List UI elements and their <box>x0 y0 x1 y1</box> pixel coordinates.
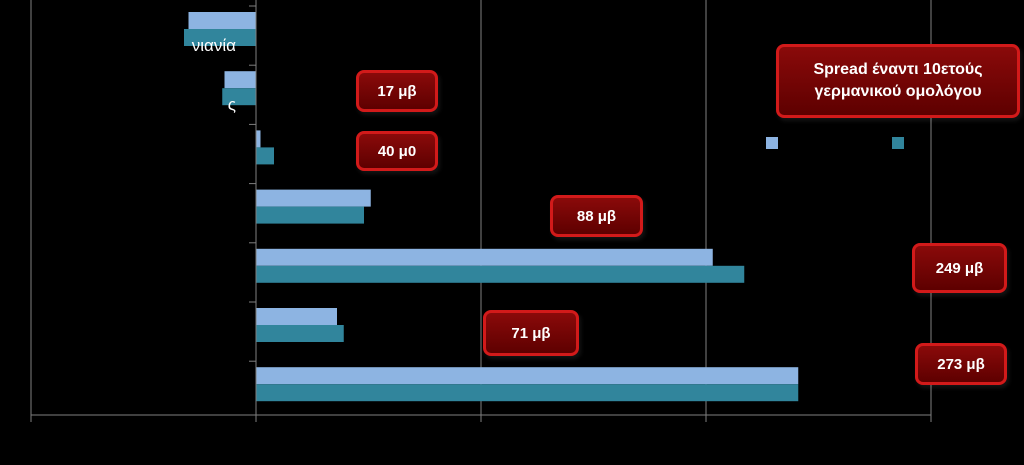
bar-s1-c2 <box>224 71 256 89</box>
spread-label-6: 273 μβ <box>915 343 1007 385</box>
spread-label-2: 40 μ0 <box>356 131 438 171</box>
category-label-1: νιανία <box>192 36 236 55</box>
spread-label-1: 17 μβ <box>356 70 438 112</box>
bar-layer <box>184 12 799 402</box>
bar-s1-c6 <box>256 308 337 325</box>
category-label-2: ς <box>228 95 236 114</box>
legend-swatch-series-1 <box>766 137 778 149</box>
spread-title-callout: Spread έναντι 10ετούς γερμανικού ομολόγο… <box>776 44 1020 118</box>
spread-label-4: 249 μβ <box>912 243 1007 293</box>
bar-s1-c5 <box>256 248 713 266</box>
bar-s2-c6 <box>256 325 344 342</box>
bar-s1-c1 <box>188 12 256 29</box>
spread-label-5: 71 μβ <box>483 310 579 356</box>
bar-s2-c5 <box>256 265 745 283</box>
bar-s1-c7 <box>256 367 799 385</box>
bar-s2-c7 <box>256 384 799 402</box>
bar-s2-c1 <box>184 29 256 46</box>
bar-s1-c3 <box>256 130 261 148</box>
legend-swatch-series-2 <box>892 137 904 149</box>
bar-s1-c4 <box>256 189 371 207</box>
category-label-layer: νιανία ς <box>192 36 236 114</box>
spread-label-3: 88 μβ <box>550 195 643 237</box>
bar-s2-c3 <box>256 147 274 165</box>
bar-s2-c2 <box>222 88 256 106</box>
axis-layer <box>31 0 931 416</box>
bar-s2-c4 <box>256 206 364 224</box>
